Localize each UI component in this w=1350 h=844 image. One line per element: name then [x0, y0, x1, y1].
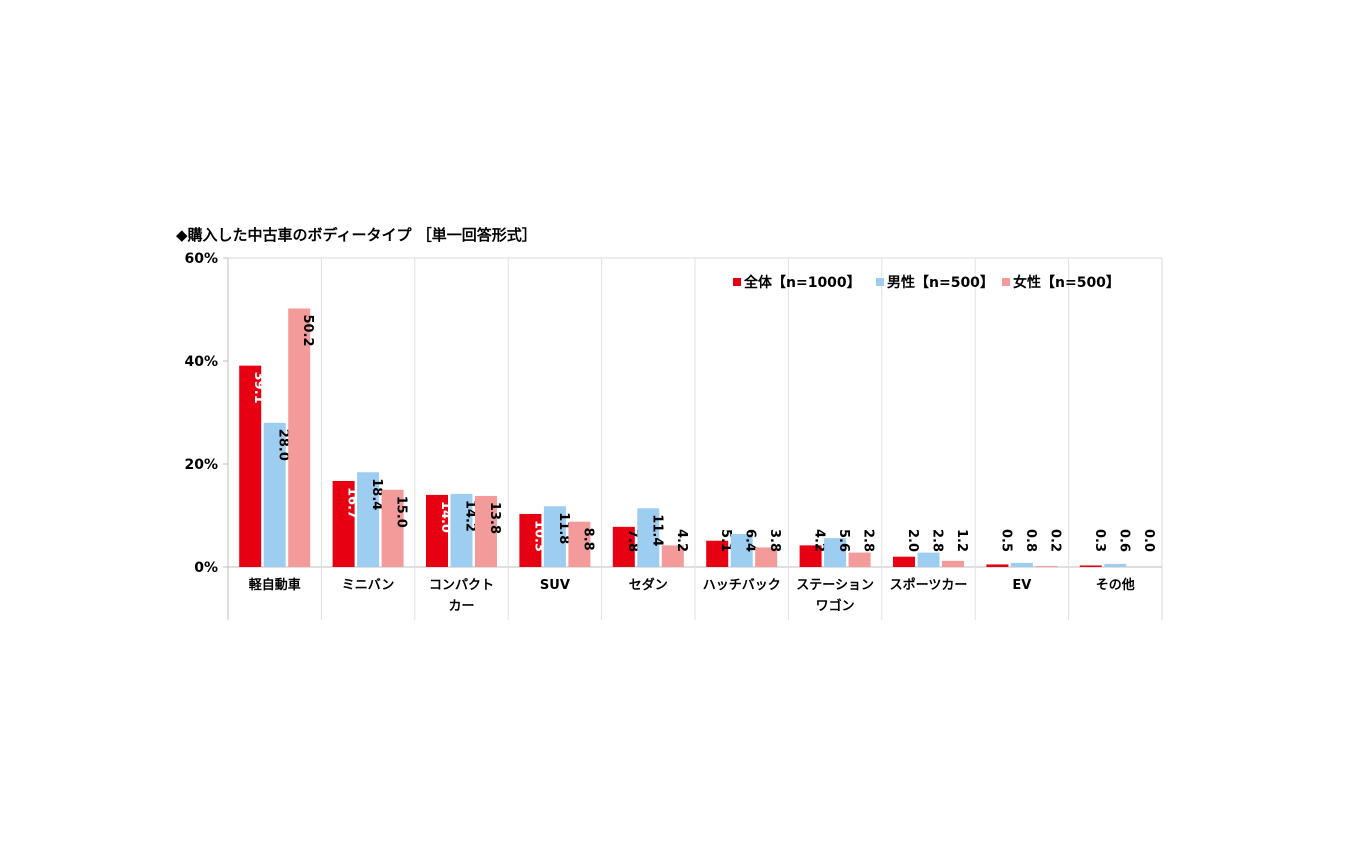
bar: [612, 526, 635, 567]
x-category-label: その他: [1096, 577, 1135, 593]
x-category-label: カー: [448, 599, 474, 614]
bar: [332, 480, 355, 567]
data-label: 10.3: [531, 520, 546, 552]
y-tick-label: 0%: [194, 560, 218, 576]
y-tick-label: 60%: [184, 251, 218, 267]
data-label: 0.3: [1092, 529, 1107, 552]
bar: [893, 556, 915, 567]
bar: [661, 545, 684, 567]
x-category-label: SUV: [540, 578, 570, 593]
x-category-label: ハッチバック: [703, 578, 781, 593]
legend-label: 女性【n=500】: [1013, 274, 1120, 291]
legend-swatch: [1002, 278, 1010, 286]
data-label: 4.2: [812, 529, 827, 552]
bar: [637, 508, 660, 567]
data-label: 14.2: [463, 500, 478, 532]
bar: [942, 560, 964, 567]
bar: [730, 534, 753, 567]
data-label: 11.8: [556, 512, 571, 544]
bar: [381, 489, 404, 567]
bar: [1104, 563, 1127, 567]
data-label: 7.8: [625, 529, 640, 552]
legend-label: 男性【n=500】: [887, 274, 994, 291]
data-label: 18.4: [369, 478, 384, 510]
data-label: 6.4: [743, 529, 758, 552]
bar: [568, 521, 591, 567]
bar: [543, 506, 566, 567]
legend-swatch: [876, 278, 884, 286]
data-label: 3.8: [767, 529, 782, 552]
bar: [450, 493, 473, 567]
x-category-label: セダン: [629, 577, 668, 593]
bar: [288, 308, 311, 567]
x-category-label: ワゴン: [816, 598, 855, 614]
data-label: 1.2: [954, 529, 969, 552]
data-label: 28.0: [276, 429, 291, 461]
data-label: 39.1: [251, 372, 266, 404]
data-label: 13.8: [487, 502, 502, 534]
bar: [1010, 562, 1033, 567]
bar: [426, 494, 448, 567]
data-label: 14.0: [438, 501, 453, 533]
x-category-label: ミニバン: [342, 578, 395, 593]
bar: [239, 365, 262, 567]
data-label: 0.2: [1047, 529, 1062, 552]
data-label: 2.8: [930, 529, 945, 552]
bar: [824, 538, 847, 567]
data-label: 0.5: [998, 529, 1013, 552]
bar: [1079, 565, 1102, 567]
legend-label: 全体【n=1000】: [743, 274, 861, 291]
bar: [1035, 565, 1058, 567]
data-label: 2.8: [861, 529, 876, 552]
bar: [357, 472, 380, 567]
data-label: 15.0: [394, 496, 409, 528]
x-category-label: EV: [1012, 578, 1031, 593]
data-label: 0.0: [1141, 529, 1156, 552]
bar: [986, 564, 1009, 567]
data-label: 11.4: [649, 514, 664, 546]
bar: [917, 552, 940, 567]
bar: [799, 545, 822, 567]
bar: [755, 547, 778, 567]
bar: [848, 552, 871, 567]
data-label: 16.7: [345, 487, 360, 519]
data-label: 8.8: [580, 528, 595, 551]
legend-swatch: [733, 278, 741, 286]
data-label: 50.2: [300, 314, 315, 346]
data-label: 0.6: [1116, 529, 1131, 552]
bar: [519, 513, 542, 567]
bar: [475, 495, 497, 567]
y-tick-label: 40%: [184, 354, 218, 370]
bar: [706, 540, 729, 567]
data-label: 5.6: [836, 529, 851, 552]
data-label: 5.1: [718, 529, 733, 552]
x-category-label: スポーツカー: [890, 577, 968, 593]
bar: [263, 422, 286, 567]
x-category-label: コンパクト: [429, 578, 494, 593]
y-tick-label: 20%: [184, 457, 218, 473]
data-label: 0.8: [1023, 529, 1038, 552]
data-label: 2.0: [905, 529, 920, 552]
data-label: 4.2: [674, 529, 689, 552]
chart-title: ◆購入した中古車のボディータイプ ［単一回答形式］: [176, 226, 537, 244]
x-category-label: 軽自動車: [249, 577, 301, 593]
x-category-label: ステーション: [796, 578, 874, 593]
